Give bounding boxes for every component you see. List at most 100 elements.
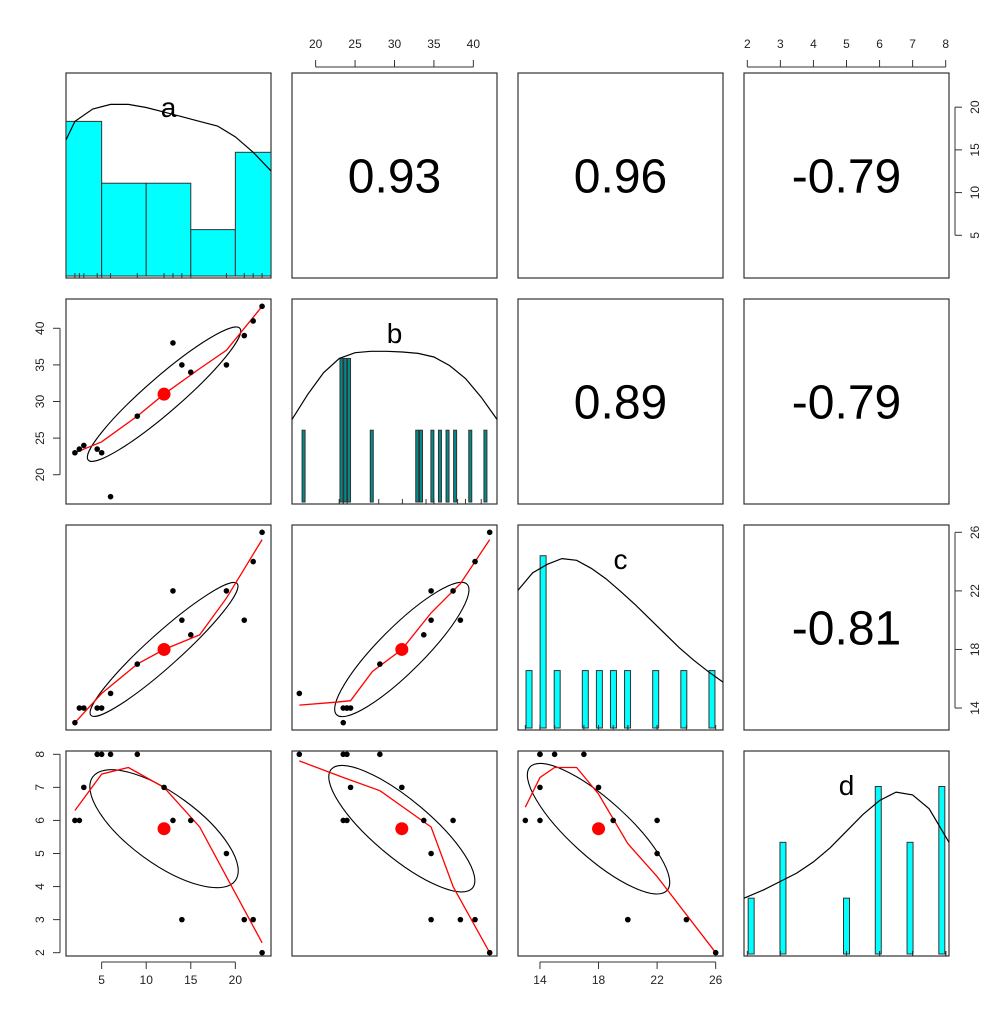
scatter-point-a-c-4 [94,705,100,711]
scatter-point-a-c-13 [250,558,256,565]
histogram-bar-c-3 [581,670,589,729]
scatter-point-a-b-10 [179,362,185,368]
histogram-bar-c-4 [595,670,603,729]
histogram-bar-d-1 [779,841,787,955]
correlation-b-c: 0.89 [574,377,667,430]
panel-frame-b-a [65,298,272,505]
axis-tick-label-bottom-a-1: 10 [140,973,154,987]
scatter-point-c-d-14 [712,949,719,956]
axis-tick-label-right-c_right-2: 22 [968,584,982,598]
histogram-bar-a-1 [101,182,147,277]
scatter-point-a-d-13 [250,916,256,923]
histogram-bar-d-3 [874,786,882,955]
scatter-point-c-d-12 [625,916,631,923]
scatter-point-a-b-14 [259,303,265,310]
scatter-point-b-d-9 [420,817,427,824]
axis-tick-label-bottom-a-3: 20 [229,973,243,987]
scatter-point-b-d-10 [428,916,434,923]
scatter-point-a-c-10 [179,617,185,623]
axis-tick-label-bottom-c-2: 22 [650,973,664,987]
axis-tick-label-right-a_right-1: 10 [968,186,982,200]
axis-tick-label-right-a_right-0: 5 [968,232,982,239]
axis-tick-label-top-b_top-1: 25 [348,37,362,51]
scatter-point-b-c-5 [296,690,303,697]
scatter-point-a-d-10 [179,916,185,923]
scatter-point-c-d-5 [551,751,558,758]
axis-tick-label-top-d_top-3: 5 [843,37,850,51]
scatter-point-a-c-5 [107,690,114,697]
scatter-point-c-d-8 [654,817,660,824]
axis-tick-label-top-d_top-1: 3 [777,37,784,51]
scatter-point-a-d-11 [223,850,230,857]
scatter-point-b-c-0 [340,719,347,726]
panel-frame-b-c [517,298,724,505]
scatter-point-a-b-8 [170,340,176,346]
scatter-point-a-b-12 [241,332,248,339]
scatter-point-b-d-6 [377,751,383,758]
scatter-point-a-d-6 [134,751,141,758]
scatter-point-b-c-13 [472,558,478,565]
histogram-bar-b-5 [415,429,420,503]
histogram-bar-b-11 [468,429,473,503]
scatter-point-b-d-12 [457,916,464,923]
axis-tick-label-top-d_top-0: 2 [744,37,751,51]
scatter-point-b-d-5 [296,751,303,758]
axis-tick-label-left-b-1: 25 [33,431,47,445]
variable-label-a: a [161,92,177,123]
scatter-point-b-d-14 [486,949,493,956]
scatter-point-a-c-11 [223,588,230,594]
histogram-bar-c-1 [539,555,547,729]
axis-tick-label-right-c_right-3: 26 [968,525,982,539]
scatter-point-c-d-11 [654,850,660,857]
centroid-point-a-b [157,387,171,401]
panel-frame-a-c [517,72,724,279]
histogram-bar-d-0 [747,897,755,955]
correlation-ellipse-a-d [89,769,239,889]
scatter-point-a-d-12 [241,916,248,923]
scatter-point-a-c-2 [76,705,83,711]
scatter-point-c-d-0 [522,817,529,824]
scatter-point-a-c-0 [72,719,78,726]
panel-frame-d-c [517,750,724,957]
scatter-point-a-b-0 [72,449,78,456]
scatter-point-c-d-6 [581,751,587,758]
scatter-point-a-b-2 [76,446,83,452]
scatter-point-a-b-1 [81,442,87,449]
histogram-bar-b-1 [339,357,344,503]
density-curve-b [291,350,498,420]
histogram-bar-b-0 [301,429,306,503]
panel-frame-b-d [743,298,950,505]
histogram-bar-d-4 [906,841,914,955]
panel-frame-a-d [743,72,950,279]
variable-label-d: d [839,770,855,801]
scatter-point-a-d-0 [72,817,78,824]
variable-label-b: b [387,318,403,349]
correlation-a-d: -0.79 [792,151,901,204]
histogram-bar-b-10 [453,429,458,503]
axis-tick-label-left-b-4: 40 [33,321,47,335]
scatter-point-a-b-3 [98,449,105,456]
centroid-point-a-c [157,642,171,656]
histogram-bar-a-3 [190,229,236,277]
scatter-point-c-d-13 [683,916,690,923]
loess-line-c-d [524,766,717,954]
axis-tick-label-left-d-1: 3 [33,916,47,923]
variable-label-c: c [614,544,628,575]
correlation-b-d: -0.79 [792,377,901,430]
scatter-point-b-c-9 [420,632,427,638]
scatter-point-b-d-13 [472,916,478,923]
loess-line-a-c [74,539,263,724]
density-curve-c [517,557,724,683]
histogram-bar-c-2 [553,670,561,729]
correlation-ellipse-a-c [89,581,239,717]
histogram-bar-b-4 [369,429,374,503]
scatter-point-a-c-8 [170,588,176,594]
histogram-bar-d-5 [938,786,946,955]
centroid-point-b-c [395,642,409,656]
scatter-point-a-d-5 [107,751,114,758]
histogram-bar-a-0 [65,120,103,277]
panel-frame-c-b [291,524,498,731]
scatter-point-a-b-6 [134,413,141,419]
axis-tick-label-left-b-2: 30 [33,395,47,409]
